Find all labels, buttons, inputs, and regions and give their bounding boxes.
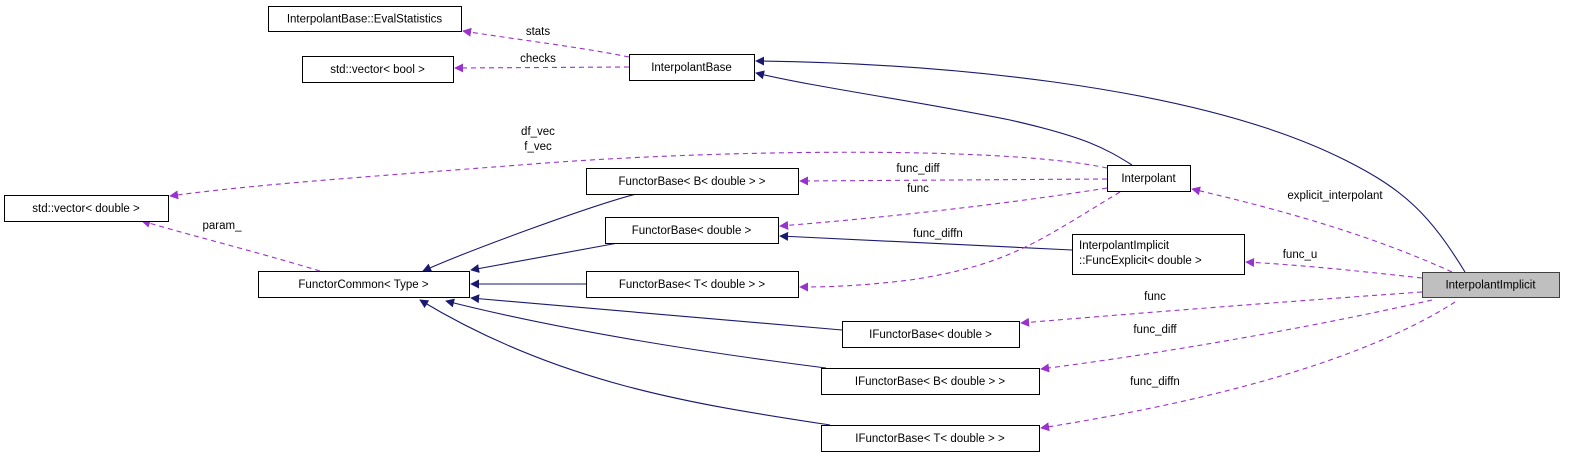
class-node-fbT[interactable]: FunctorBase< T< double > > xyxy=(586,271,799,298)
class-node-interp[interactable]: Interpolant xyxy=(1107,165,1191,192)
node-box xyxy=(302,56,454,83)
node-label: Interpolant xyxy=(1121,173,1176,185)
node-box xyxy=(586,168,799,195)
class-node-iimpl[interactable]: InterpolantImplicit xyxy=(1422,272,1560,298)
class-node-ifbd[interactable]: IFunctorBase< double > xyxy=(842,321,1020,348)
usage-edge-interp-to-vecdouble xyxy=(169,151,1108,200)
usage-edge-fcommon-to-vecdouble xyxy=(141,218,321,272)
edge-label: func_diff xyxy=(896,163,940,175)
edge-label: stats xyxy=(526,26,551,38)
node-label: InterpolantBase::EvalStatistics xyxy=(287,14,443,26)
node-label: InterpolantImplicit xyxy=(1445,280,1536,292)
node-label: std::vector< bool > xyxy=(330,64,425,76)
node-label: FunctorCommon< Type > xyxy=(298,279,428,291)
class-node-fbd[interactable]: FunctorBase< double > xyxy=(605,217,779,244)
inheritance-edge-fbB-to-fcommon xyxy=(422,193,637,272)
inheritance-edge-ifbB-to-fcommon xyxy=(445,298,827,369)
usage-edge-iimpl-to-fexpl xyxy=(1245,257,1423,279)
node-label: FunctorBase< double > xyxy=(632,225,752,237)
inheritance-edge-ifbd-to-fcommon xyxy=(470,294,843,331)
node-box xyxy=(821,425,1040,452)
edge-label: func_diff xyxy=(1133,324,1177,336)
edge-label: explicit_interpolant xyxy=(1287,190,1383,202)
node-label: IFunctorBase< T< double > > xyxy=(855,433,1005,445)
edge-label: func xyxy=(907,183,929,195)
class-node-ifbB[interactable]: IFunctorBase< B< double > > xyxy=(821,368,1040,395)
usage-edge-ibase-to-vecbool xyxy=(454,63,630,73)
node-label: InterpolantImplicit xyxy=(1079,240,1170,252)
node-box xyxy=(842,321,1020,348)
usage-edge-interp-to-fbT xyxy=(799,191,1121,292)
usage-edge-iimpl-to-ifbd xyxy=(1020,291,1423,327)
edge-label: f_vec xyxy=(524,141,552,153)
class-node-ifbT[interactable]: IFunctorBase< T< double > > xyxy=(821,425,1040,452)
node-box xyxy=(821,368,1040,395)
class-node-vecbool[interactable]: std::vector< bool > xyxy=(302,56,454,83)
node-box xyxy=(1072,234,1245,275)
node-box xyxy=(258,271,470,298)
node-box xyxy=(1107,165,1191,192)
node-box xyxy=(268,6,462,32)
usage-edge-interp-to-fbd xyxy=(779,187,1108,230)
class-node-fcommon[interactable]: FunctorCommon< Type > xyxy=(258,271,470,298)
node-label: IFunctorBase< B< double > > xyxy=(855,376,1006,388)
usage-edge-ibase-to-evalstats xyxy=(462,27,630,58)
edge-label: df_vec xyxy=(521,126,555,138)
node-box xyxy=(605,217,779,244)
usage-edge-iimpl-to-ifbB xyxy=(1040,299,1433,373)
edge-label: func_u xyxy=(1283,249,1318,261)
edge-label: func_diffn xyxy=(1130,376,1180,388)
node-box xyxy=(629,54,755,81)
node-label: FunctorBase< B< double > > xyxy=(618,176,765,188)
usage-edge-iimpl-to-ifbT xyxy=(1040,301,1456,432)
inheritance-edge-ifbT-to-fcommon xyxy=(419,299,831,426)
usage-edge-iimpl-to-interp xyxy=(1191,186,1453,273)
class-node-fbB[interactable]: FunctorBase< B< double > > xyxy=(586,168,799,195)
inheritance-edge-interp-to-ibase xyxy=(755,70,1133,166)
inheritance-edge-iimpl-to-ibase xyxy=(755,56,1466,273)
class-node-evalstats[interactable]: InterpolantBase::EvalStatistics xyxy=(268,6,462,32)
node-label: InterpolantBase xyxy=(651,62,732,74)
node-label: std::vector< double > xyxy=(32,203,140,215)
inheritance-edge-fbd-to-fcommon xyxy=(470,242,619,273)
edge-label: func xyxy=(1144,291,1166,303)
usage-edge-interp-to-fbB xyxy=(799,176,1108,186)
edge-label: checks xyxy=(520,53,556,65)
class-node-vecdouble[interactable]: std::vector< double > xyxy=(4,195,169,222)
class-node-ibase[interactable]: InterpolantBase xyxy=(629,54,755,81)
node-label: FunctorBase< T< double > > xyxy=(619,279,765,291)
node-box xyxy=(586,271,799,298)
node-box xyxy=(4,195,169,222)
edge-label: func_diffn xyxy=(913,228,963,240)
edge-label: param_ xyxy=(203,220,243,232)
node-label: IFunctorBase< double > xyxy=(869,329,992,341)
node-box xyxy=(1422,272,1560,298)
node-label: ::FuncExplicit< double > xyxy=(1079,255,1202,267)
class-node-fexpl[interactable]: InterpolantImplicit::FuncExplicit< doubl… xyxy=(1072,234,1245,275)
